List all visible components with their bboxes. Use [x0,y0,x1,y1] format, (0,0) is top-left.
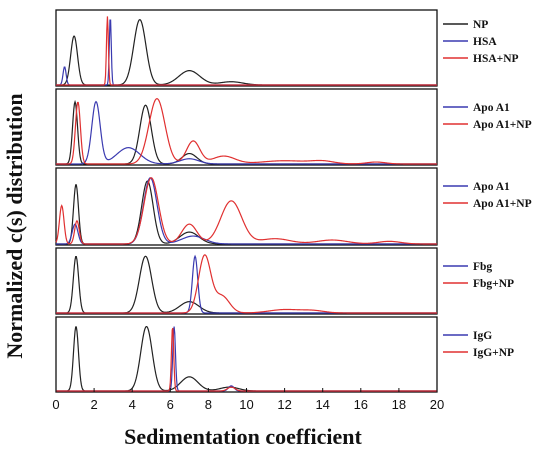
series-line-fbg-np [56,254,437,314]
panel-2 [55,88,438,166]
series-line-np [56,326,437,392]
x-tick-label: 4 [129,397,136,412]
legend-entry: Fbg [473,261,492,273]
series-line-igg-np [56,327,437,392]
legend-entry: NP [473,19,488,31]
panel-4 [55,247,438,315]
legend-entry: Apo A1+NP [473,119,532,131]
x-axis-label: Sedimentation coefficient [124,424,362,449]
panel-5 [55,316,438,393]
series-line-apo-a1 [56,100,437,165]
panel-frame [55,247,438,315]
legend-panel-4: Fbg Fbg+NP [443,261,514,290]
legend-panel-1: NP HSA HSA+NP [443,19,519,65]
legend-entry: Apo A1+NP [473,198,532,210]
series-line-apo-a1-np [56,98,437,165]
series-line-apo-a1 [56,177,437,245]
x-tick-label: 16 [354,397,368,412]
legend-entry: Fbg+NP [473,278,514,290]
series-line-np [56,180,437,245]
panel-frame [55,9,438,87]
legend-panel-5: IgG IgG+NP [443,330,514,359]
x-tick-label: 2 [90,397,97,412]
series-line-hsa [56,19,437,86]
x-tick-label: 14 [315,397,329,412]
legend-entry: IgG+NP [473,347,514,359]
panel-frame [55,88,438,166]
panel-frame [55,316,438,393]
x-tick-label: 6 [167,397,174,412]
legend-entry: HSA+NP [473,53,519,65]
series-line-hsa-np [56,16,437,86]
x-tick-label: 10 [239,397,253,412]
x-tick-label: 12 [277,397,291,412]
panel-frame [55,167,438,246]
series-line-igg [56,326,437,392]
series-line-fbg [56,254,437,314]
legend-entry: Apo A1 [473,181,510,193]
chart-panels [55,9,438,393]
panel-3 [55,167,438,246]
series-line-np [56,255,437,314]
legend-entry: Apo A1 [473,102,510,114]
series-line-np [56,99,437,165]
x-tick-label: 18 [392,397,406,412]
series-line-np [56,18,437,86]
x-tick-label: 0 [52,397,59,412]
x-tick-label: 20 [430,397,444,412]
legend-panel-2: Apo A1 Apo A1+NP [443,102,532,131]
legend-entry: IgG [473,330,492,342]
chart-legends: NP HSA HSA+NP Apo A1 Apo A1+NP Apo A1 Apo A1+N… [443,19,532,359]
legend-entry: HSA [473,36,497,48]
x-tick-label: 8 [205,397,212,412]
legend-panel-3: Apo A1 Apo A1+NP [443,181,532,210]
y-axis-label: Normalized c(s) distribution [2,93,27,358]
series-line-apo-a1-np [55,177,437,245]
x-axis-ticks: 0 2 4 6 8 10 12 14 16 18 20 [52,388,444,412]
panel-1 [55,9,438,87]
